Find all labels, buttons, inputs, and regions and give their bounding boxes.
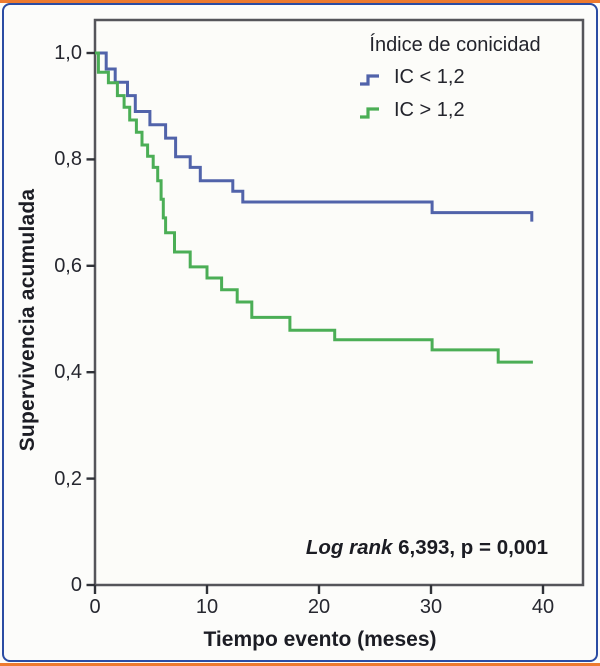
legend-label-ic-lt-1-2: IC < 1,2	[394, 66, 465, 88]
y-tick-label: 0,8	[54, 148, 82, 171]
legend-key-ic-gt-1-2-icon	[360, 107, 379, 119]
log-rank-value: 6,393, p = 0,001	[392, 536, 548, 559]
survival-curve-ic-lt-1-2	[95, 51, 534, 222]
x-tick-label: 40	[531, 596, 555, 618]
plot-frame	[93, 18, 585, 587]
bottom-rule	[0, 663, 600, 666]
top-rule	[0, 0, 600, 3]
y-tick-label: 0,6	[54, 254, 82, 277]
y-tick-label: 0	[70, 574, 82, 596]
x-tick-label: 30	[419, 596, 443, 618]
legend-key-ic-lt-1-2-icon	[360, 74, 379, 86]
legend-label-ic-gt-1-2: IC > 1,2	[394, 99, 465, 121]
legend-title: Índice de conicidad	[369, 34, 541, 56]
log-rank-annotation: Log rank 6,393, p = 0,001	[306, 536, 548, 560]
y-axis-ticks	[86, 51, 95, 587]
survival-curve-ic-gt-1-2	[95, 51, 533, 364]
x-axis-ticks	[93, 585, 545, 594]
log-rank-label: Log rank	[305, 536, 393, 559]
x-axis-title: Tiempo evento (meses)	[203, 628, 437, 651]
y-tick-label: 1,0	[54, 42, 82, 64]
x-tick-label: 10	[195, 596, 219, 618]
y-tick-label: 0,2	[54, 467, 82, 490]
y-tick-label: 0,4	[54, 361, 82, 384]
y-axis-title: Supervivencia acumulada	[16, 188, 39, 452]
x-tick-label: 0	[89, 596, 101, 618]
x-tick-label: 20	[307, 596, 331, 618]
